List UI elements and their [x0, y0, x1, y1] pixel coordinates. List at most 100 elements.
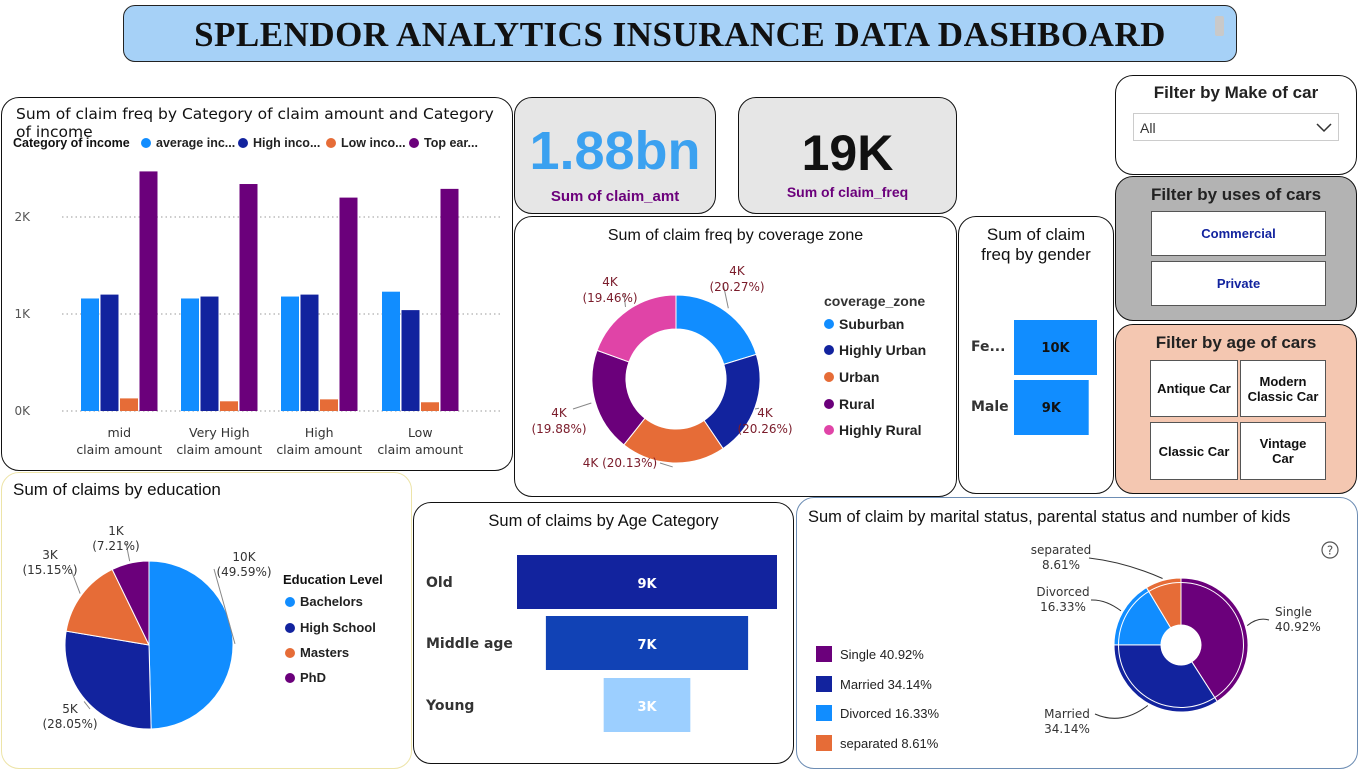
filter-antique-car-button[interactable]: Antique Car: [1150, 360, 1238, 417]
legend-highly-rural[interactable]: Highly Rural: [824, 422, 921, 438]
legend-urban[interactable]: Urban: [824, 369, 879, 385]
help-icon[interactable]: ?: [1321, 541, 1339, 559]
legend-high-school[interactable]: High School: [285, 620, 376, 635]
bar: [401, 310, 420, 411]
leader-line: [572, 402, 592, 410]
data-label: 4K: [602, 275, 619, 289]
filter-classic-car-button[interactable]: Classic Car: [1150, 422, 1238, 480]
legend-title: Category of income: [13, 136, 130, 150]
make-dropdown-value: All: [1140, 120, 1156, 136]
data-label: 10K: [232, 550, 256, 564]
data-label: 16.33%: [1040, 600, 1086, 614]
legend-title: Education Level: [283, 572, 383, 587]
legend-single[interactable]: Single 40.92%: [816, 646, 924, 662]
data-label: separated: [1031, 543, 1092, 557]
filter-commercial-button[interactable]: Commercial: [1151, 211, 1326, 256]
dashboard-title-text: SPLENDOR ANALYTICS INSURANCE DATA DASHBO…: [194, 15, 1166, 54]
legend-swatch: [285, 622, 295, 633]
funnel-bar: [603, 678, 691, 732]
bar: [1014, 380, 1089, 435]
filter-age-card: Filter by age of cars Antique Car Modern…: [1115, 324, 1357, 494]
data-label: (20.26%): [737, 422, 792, 436]
kpi-claim-amt-label: Sum of claim_amt: [550, 188, 680, 205]
data-label: (7.21%): [92, 539, 139, 553]
legend-label: Married 34.14%: [840, 676, 932, 692]
leader-line: [1246, 618, 1270, 626]
data-label: 4K: [551, 406, 568, 420]
x-tick-label: High: [305, 425, 334, 440]
coverage-zone-donut: 4K (20.27%) 4K (20.26%) 4K (20.13%) 4K (19.88%…: [531, 264, 792, 470]
data-label: 9K: [1042, 401, 1062, 416]
chart-title: Sum of claim freq by Category of claim a…: [16, 105, 494, 141]
donut-slice: [675, 294, 757, 365]
chart-title: Sum of claims by Age Category: [488, 512, 719, 530]
gender-bar-chart: Fe... 10K Male 9K: [971, 320, 1097, 435]
filter-vintage-car-button[interactable]: Vintage Car: [1240, 422, 1326, 480]
legend-average-income[interactable]: average inc...: [141, 136, 235, 150]
scroll-thumb[interactable]: [1215, 16, 1224, 36]
data-label: Divorced: [1036, 585, 1089, 599]
legend-swatch: [238, 138, 248, 148]
leader-line: [125, 542, 131, 562]
data-label: 3K: [637, 700, 657, 715]
legend-high-income[interactable]: High inco...: [238, 136, 320, 150]
data-label: 5K: [62, 702, 79, 716]
kpi-claim-freq-card: 19K Sum of claim_freq: [738, 97, 957, 214]
data-label: Married: [1044, 707, 1090, 721]
x-tick-label: Low: [408, 425, 433, 440]
legend-swatch: [816, 646, 832, 662]
legend-separated[interactable]: separated 8.61%: [816, 735, 938, 751]
legend-swatch: [816, 676, 832, 692]
bar: [220, 401, 238, 411]
data-label: 40.92%: [1275, 620, 1321, 634]
legend-top-earner[interactable]: Top ear...: [409, 136, 478, 150]
filter-title: Filter by age of cars: [1155, 333, 1317, 352]
y-tick-label: 1K: [14, 307, 31, 321]
legend-married[interactable]: Married 34.14%: [816, 676, 932, 692]
bar: [100, 294, 119, 411]
legend-bachelors[interactable]: Bachelors: [285, 594, 363, 609]
legend-low-income[interactable]: Low inco...: [326, 136, 406, 150]
bar: [239, 184, 258, 411]
bar: [339, 197, 358, 411]
data-label: 34.14%: [1044, 722, 1090, 736]
legend-swatch: [816, 735, 832, 751]
kpi-claim-freq-value: 19K: [801, 125, 894, 181]
kpi-claim-amt-value: 1.88bn: [529, 121, 701, 181]
bar: [181, 298, 199, 411]
y-tick-label: 2K: [14, 210, 31, 224]
bar: [200, 296, 219, 411]
leader-line: [1088, 557, 1163, 579]
make-dropdown[interactable]: All: [1133, 113, 1339, 141]
education-pie: 10K(49.59%) 5K(28.05%) 3K(15.15%) 1K(7.21%): [22, 524, 271, 731]
data-label: Single: [1275, 605, 1312, 619]
x-tick-label: Very High: [189, 425, 250, 440]
legend-label: Divorced 16.33%: [840, 705, 939, 721]
education-card: Sum of claims by education Education Lev…: [1, 472, 412, 769]
leader-line: [722, 282, 729, 309]
legend-phd[interactable]: PhD: [285, 670, 326, 685]
data-label: (19.88%): [531, 422, 586, 436]
data-label: 7K: [637, 638, 657, 653]
filter-modern-classic-car-button[interactable]: Modern Classic Car: [1240, 360, 1326, 417]
bar: [421, 402, 439, 411]
legend-rural[interactable]: Rural: [824, 396, 875, 412]
legend-swatch: [141, 138, 151, 148]
chart-title: Sum of claim freq by coverage zone: [607, 227, 864, 244]
filter-private-button[interactable]: Private: [1151, 261, 1326, 306]
legend-masters[interactable]: Masters: [285, 645, 349, 660]
chevron-down-icon: [1316, 123, 1332, 133]
y-tick-label: Middle age: [426, 636, 513, 652]
legend-swatch: [285, 647, 295, 658]
y-tick-label: Young: [425, 698, 474, 714]
legend-label: separated 8.61%: [840, 735, 939, 751]
bar: [1014, 320, 1097, 375]
dashboard-title: SPLENDOR ANALYTICS INSURANCE DATA DASHBO…: [123, 5, 1237, 62]
legend-highly-urban[interactable]: Highly Urban: [824, 342, 926, 358]
data-label: 4K: [729, 264, 746, 278]
leader-line: [1090, 599, 1122, 612]
legend-divorced[interactable]: Divorced 16.33%: [816, 705, 939, 721]
legend-suburban[interactable]: Suburban: [824, 316, 904, 332]
pie-slice: [111, 560, 150, 646]
leader-line: [623, 293, 626, 307]
